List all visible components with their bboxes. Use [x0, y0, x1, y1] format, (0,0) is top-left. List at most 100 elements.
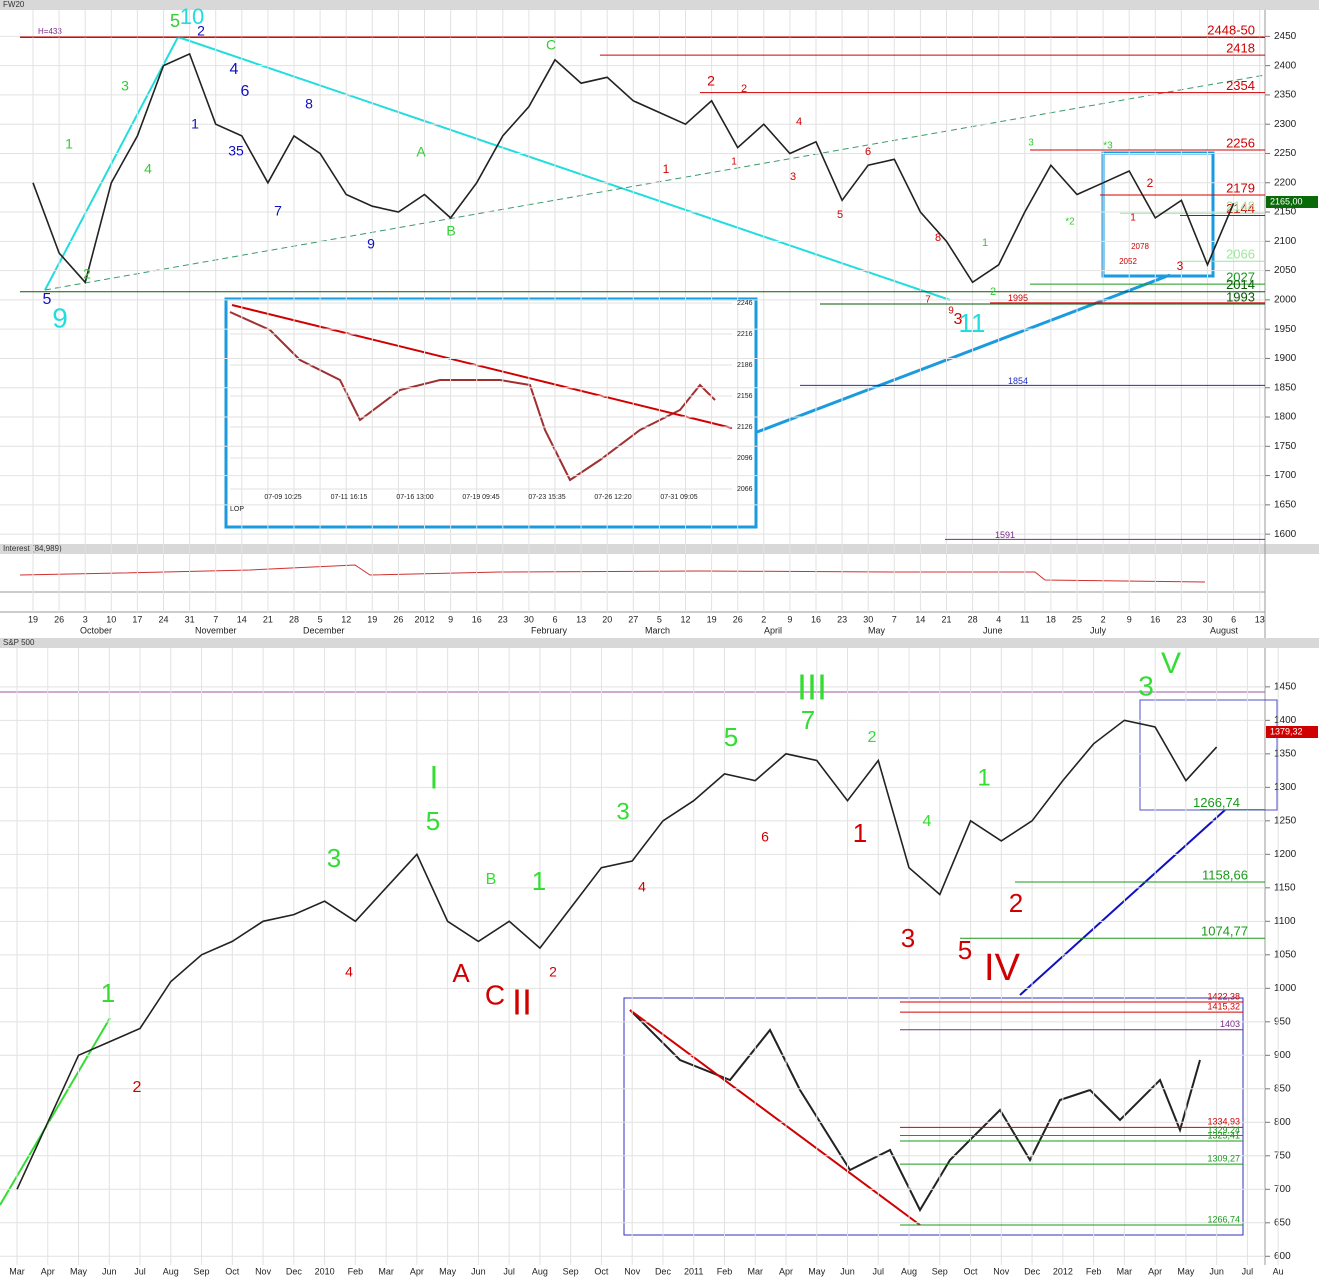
x-tick-label: 2010 [315, 1266, 335, 1276]
x-tick-label: 11 [1020, 614, 1029, 624]
wave-label: 1 [663, 162, 670, 176]
wave-label: 5 [837, 209, 843, 221]
chart-title: FW20 [3, 0, 25, 9]
inset-level-label: 1422,38 [1207, 991, 1240, 1001]
x-tick-label: 16 [811, 614, 821, 624]
level-label: 2418 [1226, 41, 1255, 56]
x-tick-label: 10 [106, 614, 116, 624]
y-tick-label: 800 [1274, 1117, 1291, 1128]
x-tick-label: 9 [448, 614, 453, 624]
wave-label: 4 [230, 61, 239, 78]
wave-label: 3 [954, 311, 963, 328]
inset-price-line [629, 1009, 1201, 1213]
x-tick-label: 23 [498, 614, 508, 624]
x-tick-label: May [70, 1266, 88, 1276]
wave-label: 5 [426, 806, 440, 836]
annotation: H=433 [38, 27, 62, 36]
month-label: July [1090, 625, 1107, 635]
wave-label: C [546, 37, 556, 53]
y-tick-label: 1250 [1274, 815, 1297, 826]
x-tick-label: Nov [255, 1266, 272, 1276]
x-tick-label: 2011 [684, 1266, 703, 1276]
wave-label: 1 [982, 237, 988, 249]
inset-y-tick-label: 2246 [737, 300, 753, 307]
inset-chart [623, 997, 1244, 1236]
wave-label: 2 [1147, 176, 1154, 190]
wave-label: 3 [616, 798, 629, 825]
inset-y-tick-label: 2186 [737, 362, 753, 369]
wave-label: III [797, 667, 827, 708]
interest-line [19, 564, 1206, 583]
x-tick-label: Au [1273, 1266, 1284, 1276]
inset-level-label: 1329,24 [1207, 1125, 1240, 1135]
x-tick-label: Oct [225, 1266, 240, 1276]
panel-title: S&P 500 [3, 638, 35, 647]
x-tick-label: Mar [9, 1266, 25, 1276]
trend-line [1019, 809, 1226, 996]
wave-label: 7 [925, 295, 931, 306]
wave-label: 10 [180, 4, 204, 29]
x-tick-label: Dec [655, 1266, 672, 1276]
inset-y-tick-label: 2066 [737, 486, 753, 493]
x-tick-label: May [1177, 1266, 1195, 1276]
x-tick-label: Apr [410, 1266, 424, 1276]
x-tick-label: Apr [41, 1266, 55, 1276]
level-label: 1074,77 [1201, 924, 1248, 939]
wave-label: 3 [790, 171, 796, 183]
wave-label: 8 [935, 232, 941, 244]
y-tick-label: 600 [1274, 1251, 1291, 1262]
inset-level-label: 1415,32 [1207, 1001, 1240, 1011]
x-tick-label: 12 [341, 614, 351, 624]
x-tick-label: 31 [185, 614, 195, 624]
x-tick-label: 2 [761, 614, 766, 624]
y-tick-label: 1700 [1274, 470, 1297, 481]
x-tick-label: 9 [1127, 614, 1132, 624]
level-label: 2354 [1226, 78, 1255, 93]
inset-y-tick-label: 2216 [737, 331, 753, 338]
inset-level-label: 1325,41 [1207, 1130, 1240, 1140]
y-tick-label: 750 [1274, 1150, 1291, 1161]
x-tick-label: 30 [863, 614, 873, 624]
x-tick-label: Sep [932, 1266, 948, 1276]
level-label: 2027 [1226, 270, 1255, 285]
y-tick-label: 1450 [1274, 681, 1297, 692]
y-tick-label: 1300 [1274, 782, 1297, 793]
x-tick-label: 21 [941, 614, 951, 624]
y-tick-label: 1850 [1274, 382, 1297, 393]
level-label: 1995 [1008, 293, 1028, 303]
wave-label: 5 [170, 11, 180, 31]
y-tick-label: 1100 [1274, 916, 1296, 927]
x-tick-label: 9 [787, 614, 792, 624]
wave-label: 35 [228, 143, 244, 159]
last-price-box [1266, 726, 1318, 738]
inset-level-label: 1334,93 [1207, 1117, 1240, 1127]
month-label: August [1210, 625, 1239, 635]
level-label: 2256 [1226, 135, 1255, 150]
wave-label: 1 [65, 136, 73, 152]
x-tick-label: 14 [915, 614, 925, 624]
y-tick-label: 1900 [1274, 353, 1297, 364]
x-tick-label: 21 [263, 614, 273, 624]
wave-label: 3 [327, 843, 341, 873]
y-tick-label: 2300 [1274, 119, 1297, 130]
trend-line [756, 273, 1171, 434]
inset-x-tick-label: 07-26 12:20 [594, 494, 631, 501]
wave-label: 2 [133, 1079, 142, 1096]
x-tick-label: Oct [594, 1266, 609, 1276]
price-line [16, 719, 1218, 1190]
y-tick-label: 1350 [1274, 748, 1297, 759]
level-label: 1158,66 [1202, 867, 1248, 882]
inset-x-tick-label: 07-23 15:35 [528, 494, 565, 501]
x-tick-label: 16 [472, 614, 482, 624]
wave-label: 6 [865, 146, 871, 158]
y-tick-label: 2250 [1274, 148, 1297, 159]
wave-label: 7 [274, 203, 282, 219]
x-tick-label: Jun [471, 1266, 486, 1276]
y-tick-label: 2200 [1274, 177, 1297, 188]
x-tick-label: Jun [840, 1266, 855, 1276]
x-tick-label: 25 [1072, 614, 1082, 624]
x-tick-label: Feb [348, 1266, 364, 1276]
y-tick-label: 950 [1274, 1016, 1291, 1027]
panel-header [0, 638, 1319, 648]
price-line [32, 52, 1235, 284]
